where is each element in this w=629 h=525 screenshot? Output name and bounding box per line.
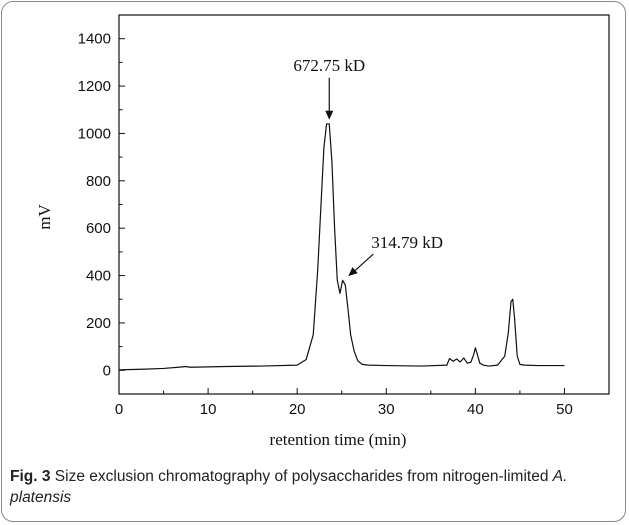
figure-label: Fig. 3 bbox=[10, 468, 51, 485]
y-tick-label: 1400 bbox=[78, 31, 111, 48]
y-tick-label: 0 bbox=[103, 362, 111, 379]
caption-text: Size exclusion chromatography of polysac… bbox=[50, 468, 553, 485]
annotation-label: 672.75 kD bbox=[293, 56, 365, 75]
x-tick-label: 30 bbox=[378, 401, 395, 418]
y-tick-label: 1000 bbox=[78, 125, 111, 142]
x-axis-label: retention time (min) bbox=[270, 430, 407, 449]
annotation-arrow-head bbox=[348, 267, 358, 277]
chart-annotations: 672.75 kD 314.79 kD bbox=[293, 56, 443, 277]
x-tick-label: 40 bbox=[467, 401, 484, 418]
chart-ticks: 0 10 20 30 40 50 0 200 400 600 800 1000 1200 1400 bbox=[78, 14, 610, 418]
x-tick-label: 10 bbox=[200, 401, 217, 418]
chromatogram-chart: 0 10 20 30 40 50 0 200 400 600 800 1000 1200 1400 672… bbox=[35, 14, 610, 449]
x-tick-label: 20 bbox=[289, 401, 306, 418]
y-axis-label: mV bbox=[35, 204, 54, 230]
caption-species: A. platensis bbox=[10, 468, 568, 506]
y-tick-label: 1200 bbox=[78, 78, 111, 95]
y-tick-label: 200 bbox=[86, 315, 111, 332]
x-tick-label: 0 bbox=[115, 401, 123, 418]
y-tick-label: 800 bbox=[86, 173, 111, 190]
figure-caption: Fig. 3 Size exclusion chromatography of … bbox=[10, 466, 610, 508]
annotation-label: 314.79 kD bbox=[371, 233, 443, 252]
y-tick-label: 400 bbox=[86, 268, 111, 285]
series-line bbox=[118, 123, 565, 371]
chart-plot-area bbox=[118, 123, 565, 371]
annotation-arrow-shaft bbox=[351, 253, 374, 274]
y-tick-label: 600 bbox=[86, 220, 111, 237]
x-tick-label: 50 bbox=[556, 401, 573, 418]
annotation-arrow-head bbox=[325, 110, 334, 120]
